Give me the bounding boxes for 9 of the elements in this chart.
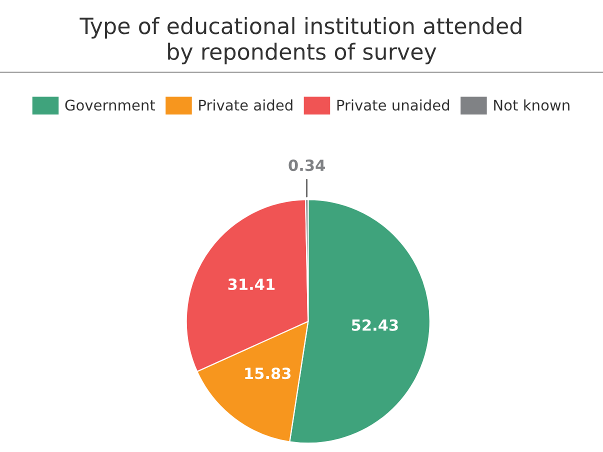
data-label: 52.43 <box>352 319 398 331</box>
data-label: 0.34 <box>288 160 325 172</box>
data-label: 31.41 <box>228 278 275 290</box>
data-label: 15.83 <box>245 368 291 380</box>
chart-title: Type of educational institution attended by repondents of survey <box>80 17 522 64</box>
legend-label: Private aided <box>199 99 292 111</box>
legend-label: Private unaided <box>337 99 450 111</box>
legend-label: Government <box>65 100 156 111</box>
legend-label: Not known <box>494 99 570 111</box>
